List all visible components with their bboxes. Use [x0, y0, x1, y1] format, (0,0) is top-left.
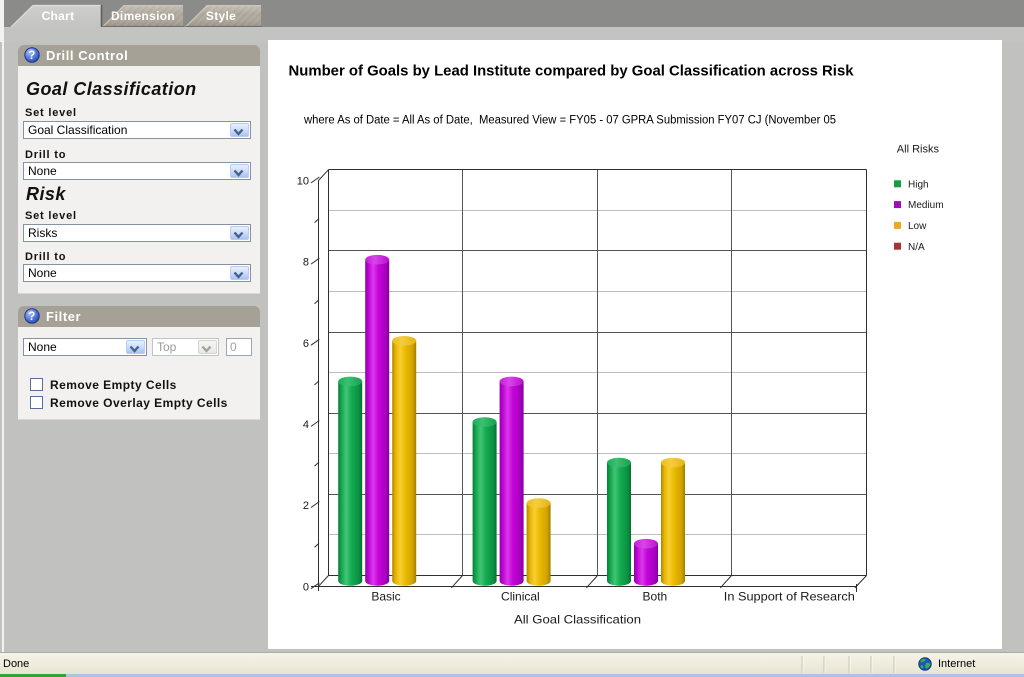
svg-text:?: ? — [28, 50, 36, 62]
svg-text:All Risks: All Risks — [897, 144, 940, 156]
svg-text:Number of Goals by Lead Instit: Number of Goals by Lead Institute compar… — [289, 64, 855, 80]
svg-text:6: 6 — [303, 338, 309, 350]
svg-text:?: ? — [28, 311, 36, 323]
svg-text:Medium: Medium — [908, 200, 944, 211]
svg-text:Style: Style — [206, 9, 236, 23]
svg-text:Low: Low — [908, 221, 927, 232]
svg-text:N/A: N/A — [908, 242, 925, 253]
svg-text:Chart: Chart — [42, 9, 75, 23]
svg-text:0: 0 — [303, 581, 309, 593]
svg-text:4: 4 — [303, 419, 309, 431]
svg-text:Basic: Basic — [371, 590, 400, 604]
svg-text:All Goal Classification: All Goal Classification — [514, 613, 641, 627]
svg-text:Clinical: Clinical — [501, 590, 540, 604]
svg-text:8: 8 — [303, 257, 309, 269]
svg-text:10: 10 — [297, 176, 309, 188]
svg-text:High: High — [908, 179, 929, 190]
svg-text:2: 2 — [303, 500, 309, 512]
svg-text:Both: Both — [643, 590, 668, 604]
svg-text:In Support of Research: In Support of Research — [724, 590, 855, 604]
svg-text:where As of Date = All As of D: where As of Date = All As of Date, Measu… — [303, 115, 836, 127]
svg-text:Dimension: Dimension — [111, 9, 175, 23]
